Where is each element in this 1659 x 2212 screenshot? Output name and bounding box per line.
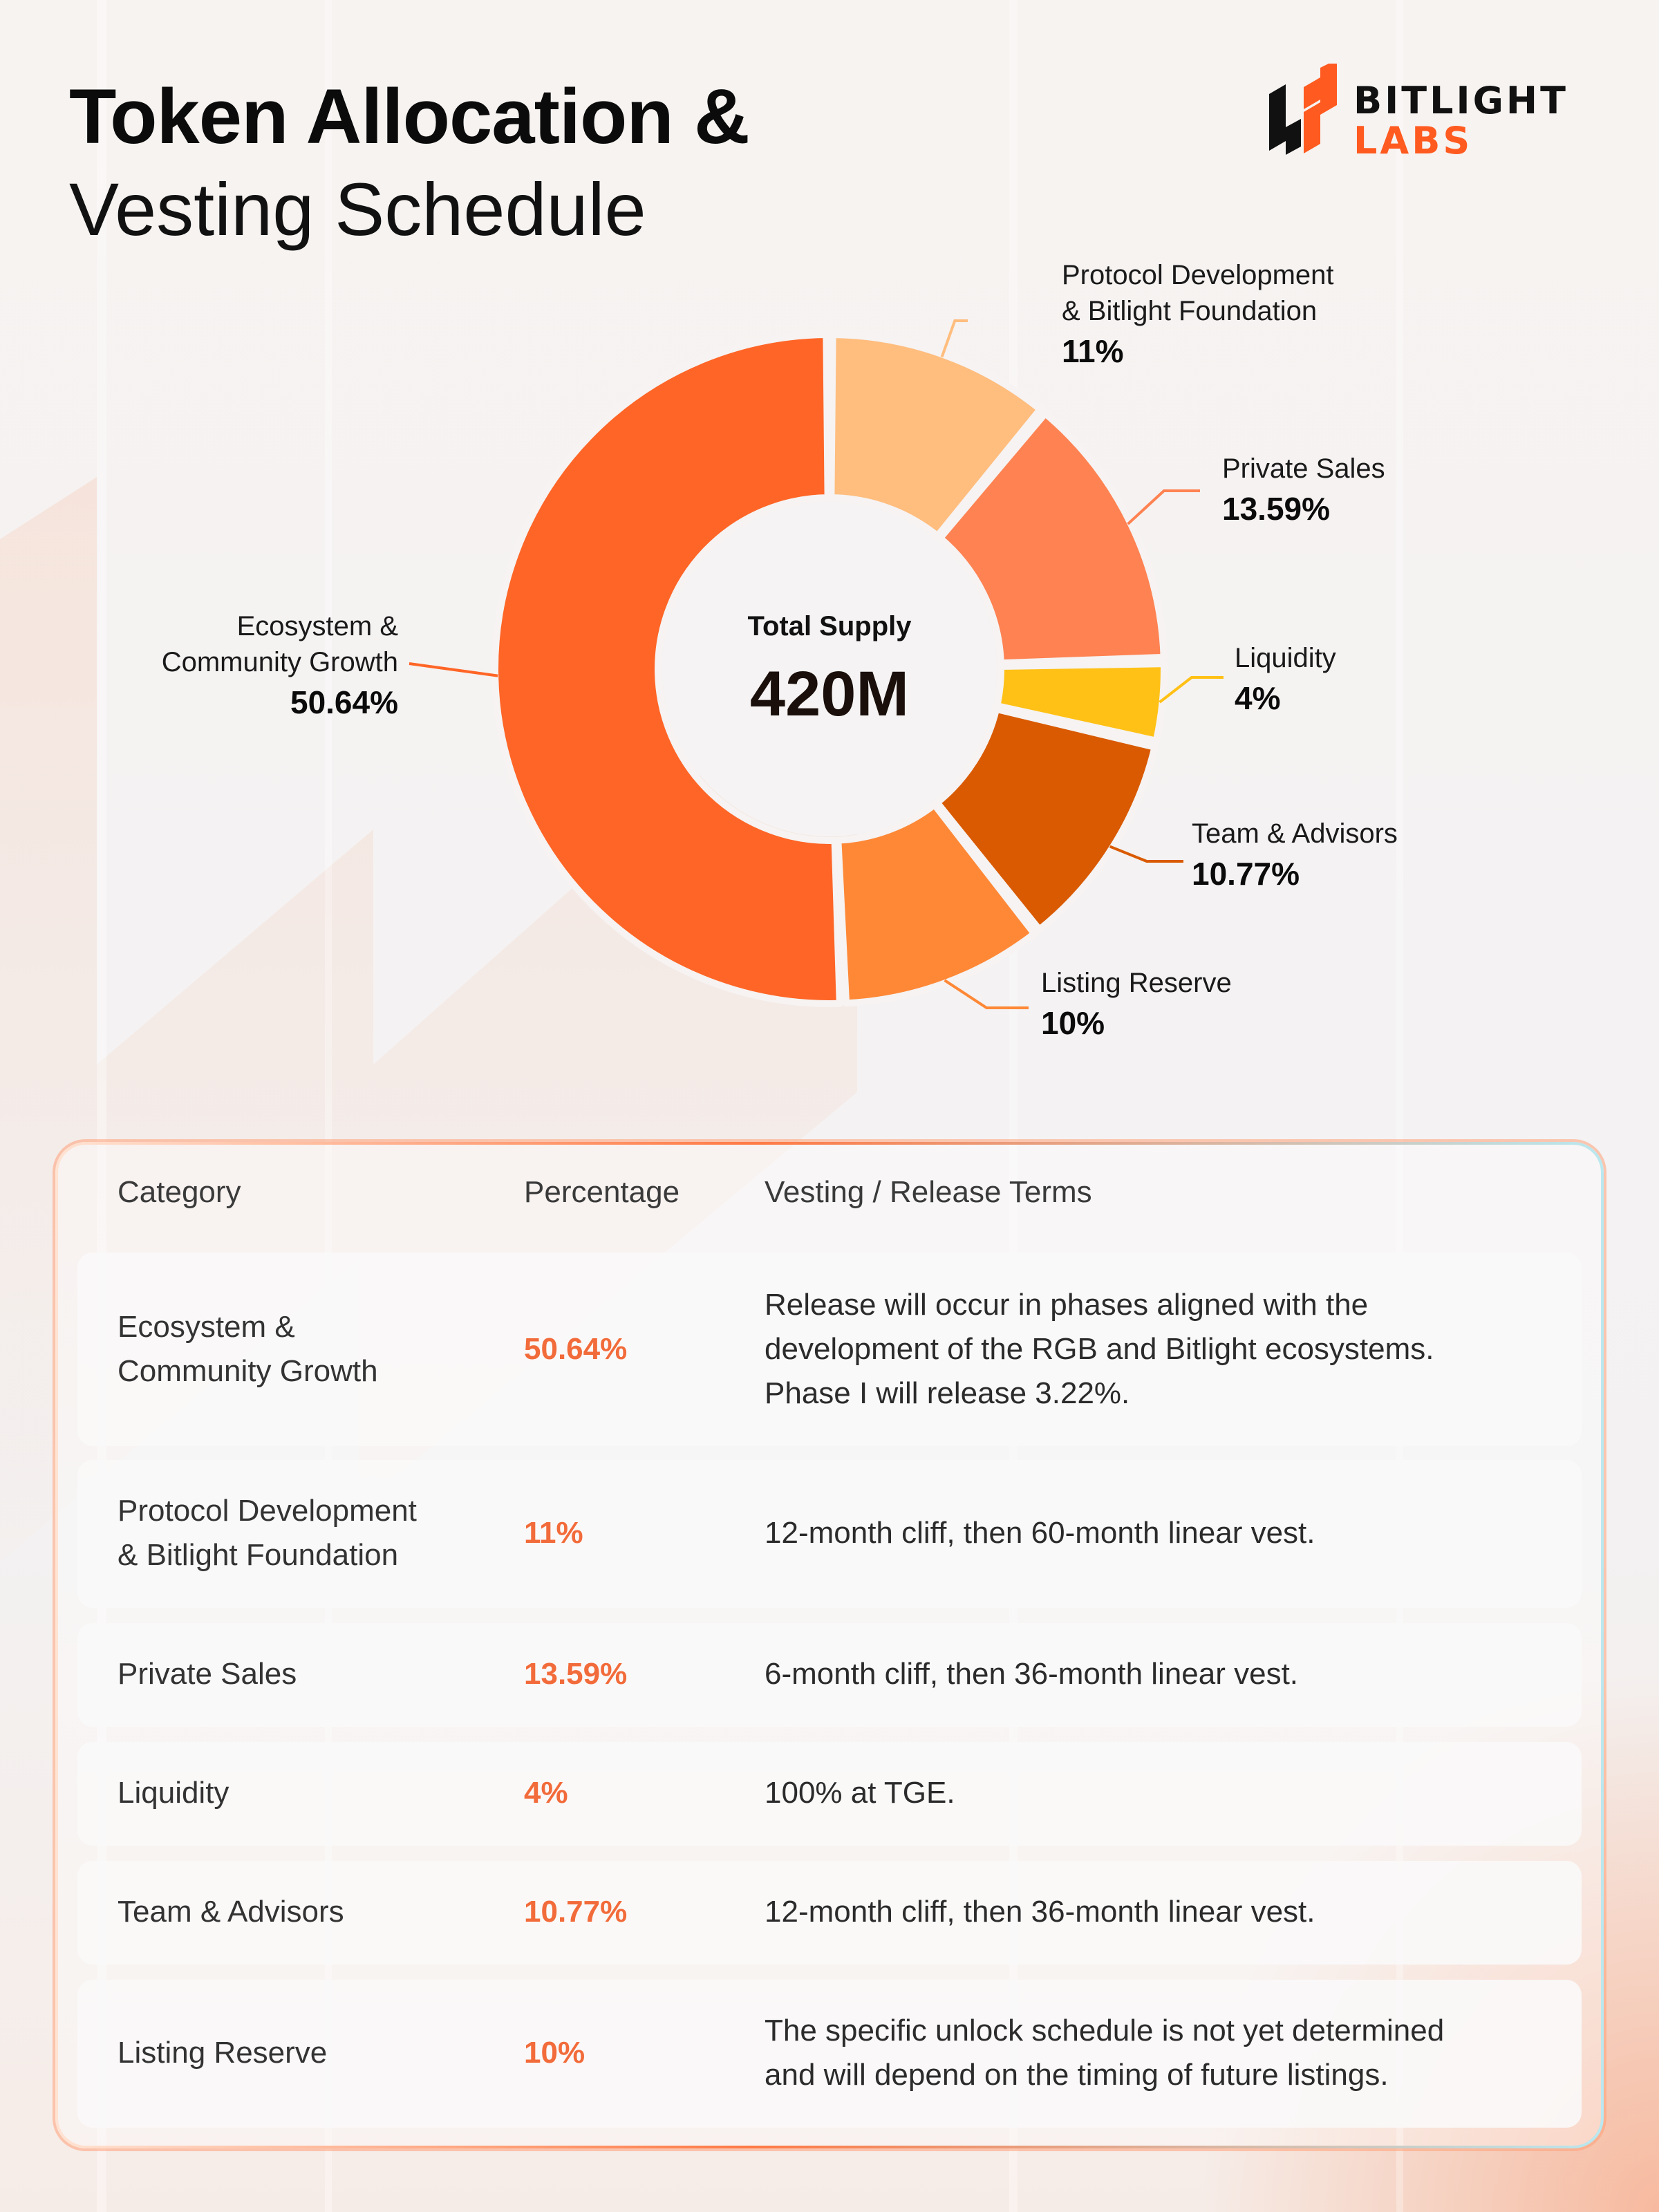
leader-line-liquidity xyxy=(1159,676,1224,704)
row-terms: 6-month cliff, then 36-month linear vest… xyxy=(765,1657,1299,1691)
logo-wordmark-secondary: LABS xyxy=(1353,119,1473,162)
row-terms: The specific unlock schedule is not yet … xyxy=(765,2014,1445,2092)
table-row: Liquidity 4% 100% at TGE. xyxy=(77,1742,1582,1846)
callout-percentage: 50.64% xyxy=(290,684,398,720)
leader-line-ecosystem xyxy=(409,662,498,677)
bitlight-logo-icon xyxy=(1269,64,1337,155)
row-category: Liquidity xyxy=(118,1776,229,1810)
table-row: Listing Reserve 10% The specific unlock … xyxy=(77,1980,1582,2128)
donut-chart xyxy=(409,319,1224,1009)
callout-name: Private Sales xyxy=(1222,453,1385,484)
callout-team-advisors: Team & Advisors 10.77% xyxy=(1192,816,1398,892)
chart-center-label: Total Supply xyxy=(747,611,912,641)
donut-hole xyxy=(662,502,997,836)
callout-ecosystem: Ecosystem & Community Growth 50.64% xyxy=(122,608,398,720)
leader-line-private-sales xyxy=(1127,489,1200,525)
row-category: Listing Reserve xyxy=(118,2036,328,2070)
callout-percentage: 11% xyxy=(1062,333,1124,369)
row-percentage: 13.59% xyxy=(524,1657,628,1691)
table-header-category: Category xyxy=(118,1175,241,1209)
callout-liquidity: Liquidity 4% xyxy=(1235,640,1336,716)
table-row: Private Sales 13.59% 6-month cliff, then… xyxy=(77,1623,1582,1727)
callout-name: Protocol Development & Bitlight Foundati… xyxy=(1062,260,1334,326)
donut-slice-private-sales xyxy=(936,410,1168,667)
row-category: Team & Advisors xyxy=(118,1895,344,1929)
callout-percentage: 10% xyxy=(1041,1005,1105,1041)
callout-private-sales: Private Sales 13.59% xyxy=(1222,451,1385,527)
callout-listing-reserve: Listing Reserve 10% xyxy=(1041,965,1232,1041)
leader-line-protocol-development xyxy=(940,319,968,358)
donut-slice-ecosystem xyxy=(491,331,843,1007)
row-category: Protocol Development & Bitlight Foundati… xyxy=(118,1494,417,1572)
donut-slice-liquidity xyxy=(993,660,1168,744)
leader-line-team-advisors xyxy=(1109,845,1183,863)
table-header-terms: Vesting / Release Terms xyxy=(765,1175,1092,1209)
row-percentage: 50.64% xyxy=(524,1332,628,1366)
row-percentage: 10.77% xyxy=(524,1895,628,1929)
brand-logo: BITLIGHT LABS xyxy=(1265,64,1597,174)
donut-slice-team-advisors xyxy=(933,705,1159,933)
callout-name: Listing Reserve xyxy=(1041,968,1232,998)
donut-slice-protocol-development xyxy=(827,331,1044,540)
table-row: Team & Advisors 10.77% 12-month cliff, t… xyxy=(77,1861,1582,1965)
row-percentage: 11% xyxy=(524,1516,583,1550)
page-title: Token Allocation & xyxy=(69,73,750,160)
row-percentage: 10% xyxy=(524,2036,585,2070)
row-percentage: 4% xyxy=(524,1776,568,1810)
table-row: Ecosystem & Community Growth 50.64% Rele… xyxy=(77,1253,1582,1446)
leader-line-listing-reserve xyxy=(944,979,1029,1009)
callout-percentage: 4% xyxy=(1235,680,1281,716)
row-terms: 12-month cliff, then 60-month linear ves… xyxy=(765,1516,1315,1550)
callout-percentage: 13.59% xyxy=(1222,491,1331,527)
chart-center-value: 420M xyxy=(749,659,910,729)
row-category: Ecosystem & Community Growth xyxy=(118,1310,378,1388)
row-terms: 100% at TGE. xyxy=(765,1776,955,1810)
donut-slice-listing-reserve xyxy=(834,801,1038,1007)
callout-percentage: 10.77% xyxy=(1192,856,1300,892)
callout-name: Ecosystem & Community Growth xyxy=(161,611,398,677)
callout-name: Liquidity xyxy=(1235,643,1336,673)
page-subtitle: Vesting Schedule xyxy=(69,167,646,251)
row-terms: Release will occur in phases aligned wit… xyxy=(765,1288,1434,1410)
callout-name: Team & Advisors xyxy=(1192,818,1398,849)
row-terms: 12-month cliff, then 36-month linear ves… xyxy=(765,1895,1315,1929)
table-header-percentage: Percentage xyxy=(524,1175,680,1209)
callout-protocol-development: Protocol Development & Bitlight Foundati… xyxy=(1062,257,1334,369)
table-row: Protocol Development & Bitlight Foundati… xyxy=(77,1460,1582,1608)
logo-wordmark-primary: BITLIGHT xyxy=(1353,79,1568,122)
row-category: Private Sales xyxy=(118,1657,297,1691)
